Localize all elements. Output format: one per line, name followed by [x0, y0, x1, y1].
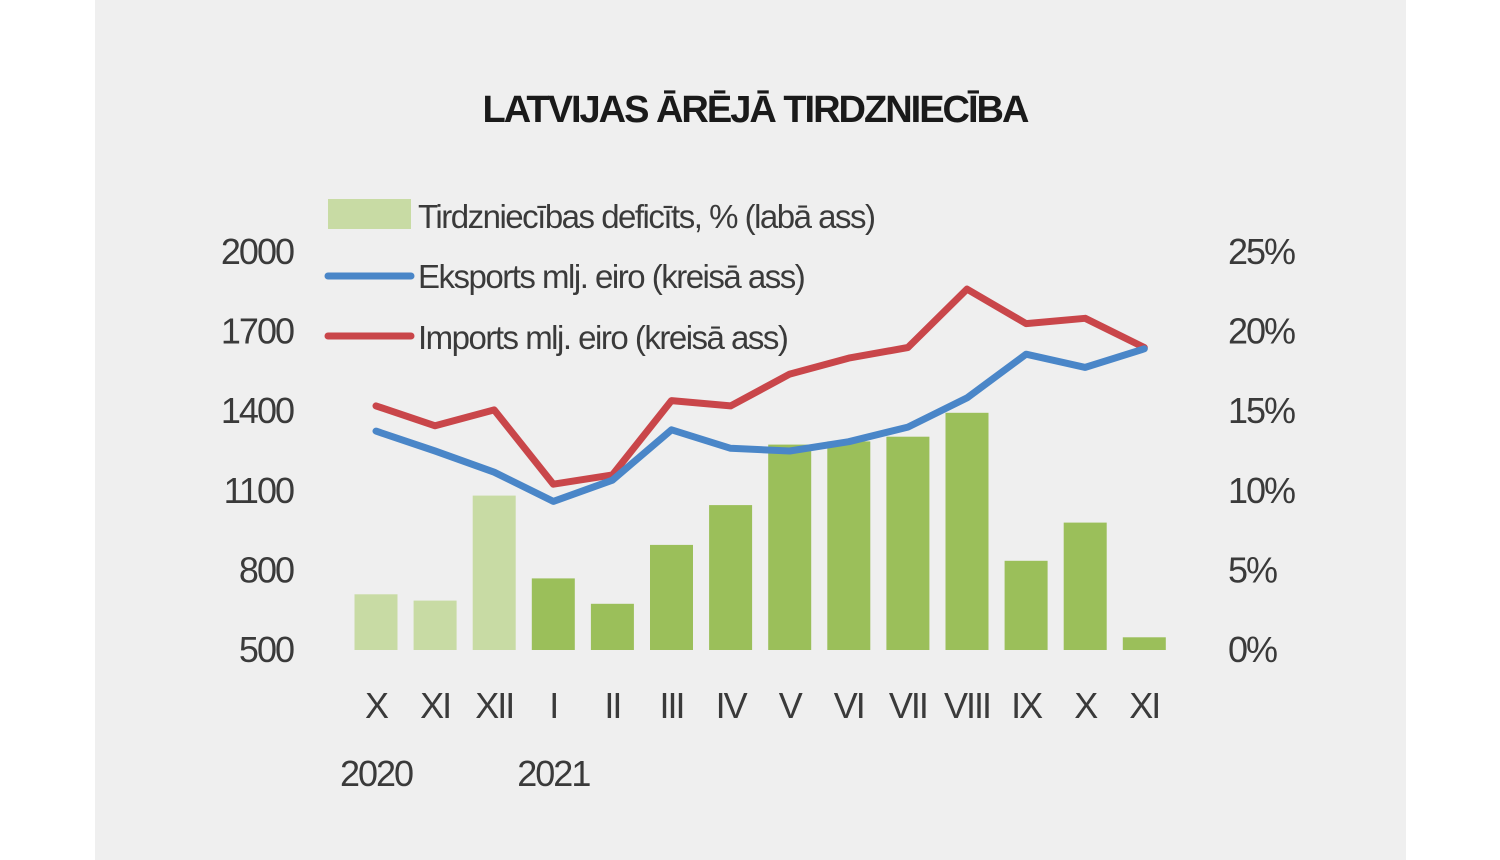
deficit-bar-1	[413, 600, 457, 650]
deficit-bar-9	[886, 436, 930, 650]
chart-title: LATVIJAS ĀRĒJĀ TIRDZNIECĪBA	[483, 89, 1029, 131]
right-tick-10pct: 10%	[1228, 470, 1295, 511]
deficit-bar-4	[590, 603, 634, 650]
x-tick-9: VII	[889, 685, 927, 726]
left-tick-1700: 1700	[221, 311, 294, 352]
legend-label-exports: Eksports mlj. eiro (kreisā ass)	[418, 258, 804, 295]
x-tick-10: VIII	[944, 685, 990, 726]
x-tick-0: X	[365, 685, 389, 726]
legend-swatch-deficit	[328, 199, 411, 229]
right-tick-0pct: 0%	[1228, 629, 1277, 670]
deficit-bar-12	[1063, 522, 1107, 650]
left-tick-1100: 1100	[224, 470, 294, 511]
x-tick-8: VI	[834, 685, 864, 726]
left-tick-2000: 2000	[221, 231, 294, 272]
x-tick-11: IX	[1011, 685, 1043, 726]
year-labels: 2020 2021	[340, 753, 592, 794]
x-tick-3: I	[549, 685, 557, 726]
deficit-bar-6	[709, 505, 753, 650]
deficit-bar-3	[531, 578, 575, 650]
legend-label-imports: Imports mlj. eiro (kreisā ass)	[418, 319, 787, 356]
x-tick-5: III	[659, 685, 683, 726]
x-tick-12: X	[1074, 685, 1098, 726]
year-label-2020: 2020	[340, 753, 413, 794]
deficit-bars	[354, 412, 1166, 650]
x-tick-4: II	[604, 685, 620, 726]
x-tick-1: XI	[420, 685, 450, 726]
deficit-bar-2	[472, 495, 516, 650]
left-tick-1400: 1400	[221, 390, 294, 431]
x-tick-13: XI	[1129, 685, 1159, 726]
imports-line	[372, 285, 1148, 488]
deficit-bar-8	[827, 441, 871, 650]
deficit-bar-0	[354, 594, 398, 650]
right-tick-20pct: 20%	[1228, 311, 1295, 352]
deficit-bar-10	[945, 412, 989, 650]
right-tick-25pct: 25%	[1228, 231, 1295, 272]
left-tick-800: 800	[239, 549, 294, 590]
deficit-bar-11	[1004, 560, 1048, 650]
chart-legend: Tirdzniecības deficīts, % (labā ass) Eks…	[324, 198, 876, 356]
deficit-bar-7	[768, 444, 812, 650]
exports-line	[372, 345, 1148, 505]
year-label-2021: 2021	[517, 753, 590, 794]
left-axis-ticks: 2000 1700 1400 1100 800 500	[221, 231, 296, 670]
x-axis-ticks: X XI XII I II III IV V VI VII VIII IX X XI	[365, 685, 1161, 726]
trade-chart: LATVIJAS ĀRĒJĀ TIRDZNIECĪBA 2000 1700 1400…	[221, 89, 1297, 794]
deficit-bar-13	[1122, 637, 1166, 650]
left-tick-500: 500	[239, 629, 294, 670]
legend-label-deficit: Tirdzniecības deficīts, % (labā ass)	[418, 198, 874, 235]
chart-panel: LATVIJAS ĀRĒJĀ TIRDZNIECĪBA 2000 1700 1400…	[95, 0, 1406, 860]
trade-lines	[372, 285, 1148, 505]
right-tick-15pct: 15%	[1228, 390, 1295, 431]
x-tick-6: IV	[716, 685, 748, 726]
x-tick-7: V	[779, 685, 803, 726]
x-tick-2: XII	[475, 685, 513, 726]
right-axis-ticks: 25% 20% 15% 10% 5% 0%	[1228, 231, 1297, 670]
deficit-bar-5	[650, 544, 693, 650]
right-tick-5pct: 5%	[1228, 549, 1277, 590]
